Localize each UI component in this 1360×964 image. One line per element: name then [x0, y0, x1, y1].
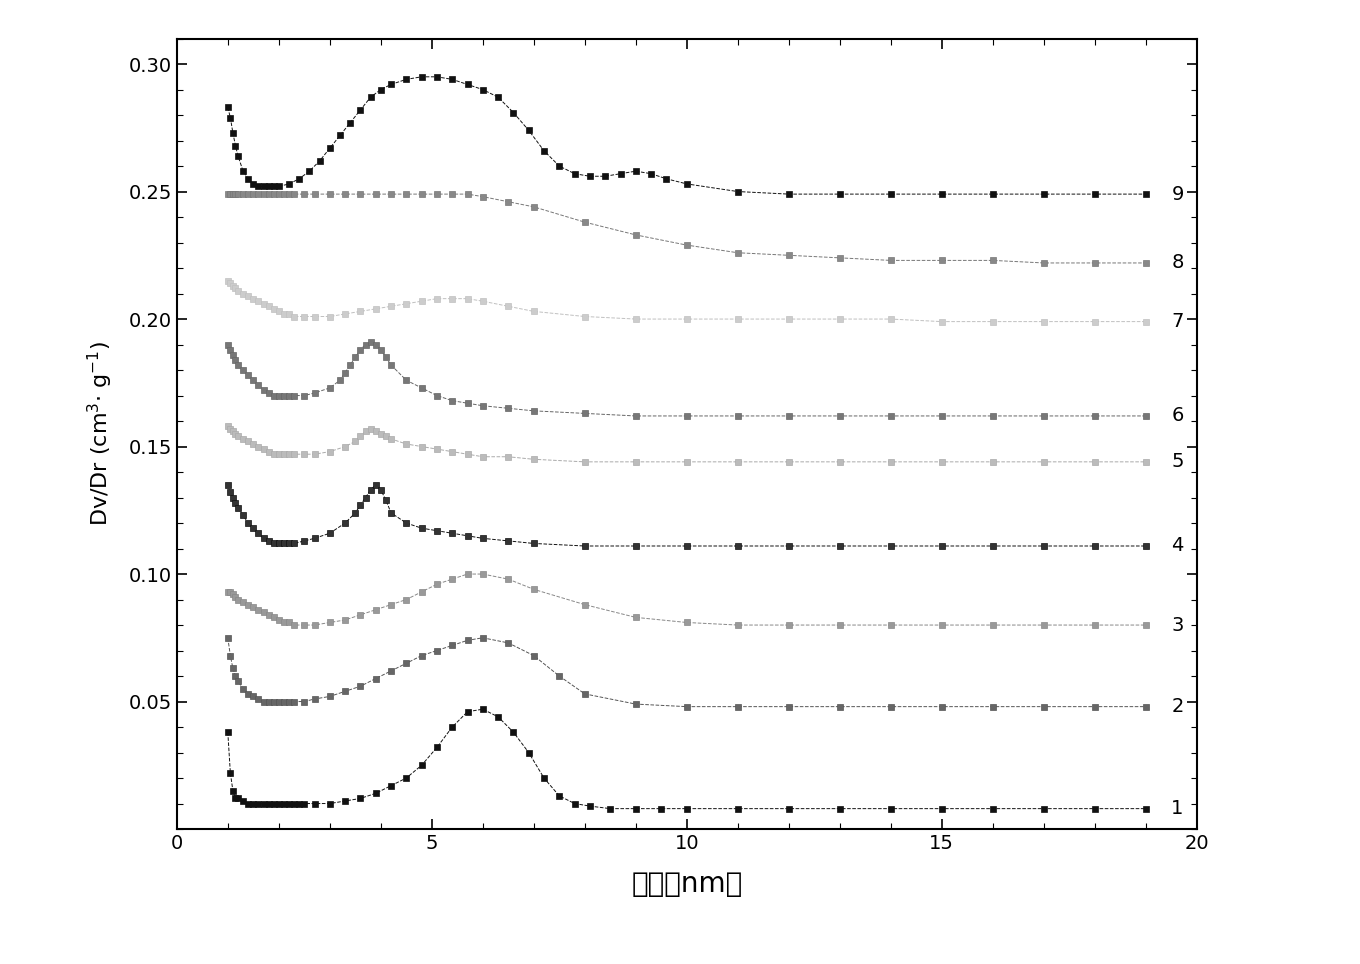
Text: 7: 7	[1171, 312, 1183, 331]
Text: 1: 1	[1171, 799, 1183, 818]
Text: 2: 2	[1171, 697, 1183, 716]
Text: 8: 8	[1171, 254, 1183, 273]
Text: 6: 6	[1171, 407, 1183, 425]
X-axis label: 孔径（nm）: 孔径（nm）	[631, 870, 743, 897]
Text: 4: 4	[1171, 537, 1183, 555]
Text: 5: 5	[1171, 452, 1183, 471]
Text: 9: 9	[1171, 185, 1183, 203]
Y-axis label: Dv/Dr (cm$^3$$\cdot$ g$^{-1}$): Dv/Dr (cm$^3$$\cdot$ g$^{-1}$)	[86, 341, 114, 526]
Text: 3: 3	[1171, 616, 1183, 634]
